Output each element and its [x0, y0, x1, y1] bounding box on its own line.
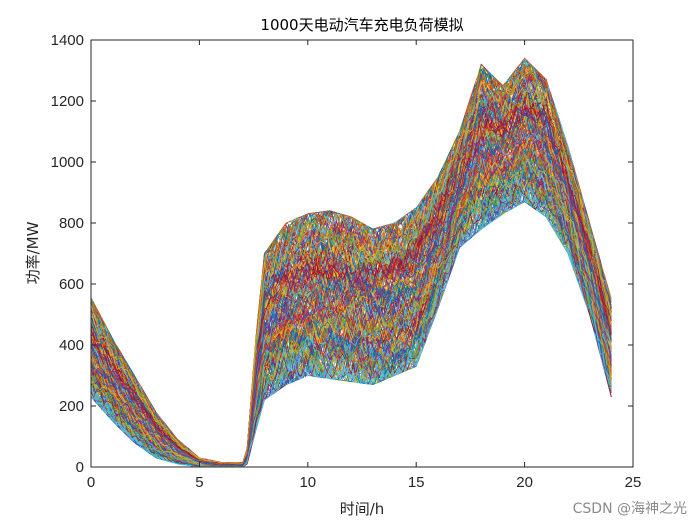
y-tick-label: 400 — [59, 337, 84, 354]
x-tick-label: 10 — [299, 474, 316, 491]
series-line — [90, 137, 612, 467]
series-line — [90, 67, 612, 464]
series-line — [90, 162, 612, 467]
y-tick-label: 0 — [76, 459, 84, 476]
series-line — [90, 138, 612, 467]
series-line — [90, 60, 612, 464]
y-tick-label: 1000 — [51, 154, 84, 171]
y-tick-label: 200 — [59, 398, 84, 415]
y-tick-label: 1400 — [51, 32, 84, 49]
y-axis-label: 功率/MW — [24, 221, 42, 284]
x-tick-label: 5 — [195, 474, 203, 491]
series-line — [90, 175, 612, 468]
series-line — [90, 157, 612, 468]
series-line — [90, 127, 612, 465]
series-line — [90, 193, 612, 468]
series-line — [90, 90, 612, 465]
series-line — [90, 158, 612, 468]
series-line — [90, 164, 612, 467]
x-tick-label: 20 — [516, 474, 533, 491]
chart-title: 1000天电动汽车充电负荷模拟 — [260, 16, 463, 34]
series-line — [90, 175, 612, 467]
x-tick-label: 15 — [408, 474, 425, 491]
series-line — [90, 135, 612, 467]
x-tick-label: 25 — [625, 474, 642, 491]
series-line — [90, 122, 612, 465]
series-line — [90, 80, 612, 464]
plot-area — [90, 57, 612, 468]
series-line — [90, 184, 612, 468]
y-tick-label: 1200 — [51, 93, 84, 110]
series-line — [90, 110, 612, 466]
series-line — [90, 143, 612, 467]
watermark: CSDN @海神之光 — [573, 501, 687, 517]
x-tick-label: 0 — [87, 474, 95, 491]
y-tick-label: 800 — [59, 215, 84, 232]
series-line — [90, 196, 612, 468]
axes-ticks: 0 5 10 15 20 25 0 200 400 600 800 1000 1200 1400 — [51, 32, 642, 491]
axes-box — [90, 39, 634, 468]
series-line — [90, 57, 612, 464]
x-axis-label: 时间/h — [340, 500, 385, 518]
series-line — [90, 106, 612, 465]
series-line — [90, 175, 612, 467]
y-tick-label: 600 — [59, 276, 84, 293]
series-line — [90, 123, 612, 467]
